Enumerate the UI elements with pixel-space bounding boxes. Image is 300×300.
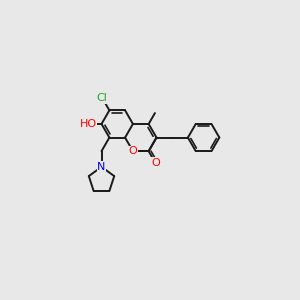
Text: N: N [97, 162, 106, 172]
Text: Cl: Cl [97, 93, 108, 103]
Text: HO: HO [80, 119, 97, 129]
Text: O: O [151, 158, 160, 168]
Text: O: O [129, 146, 137, 156]
